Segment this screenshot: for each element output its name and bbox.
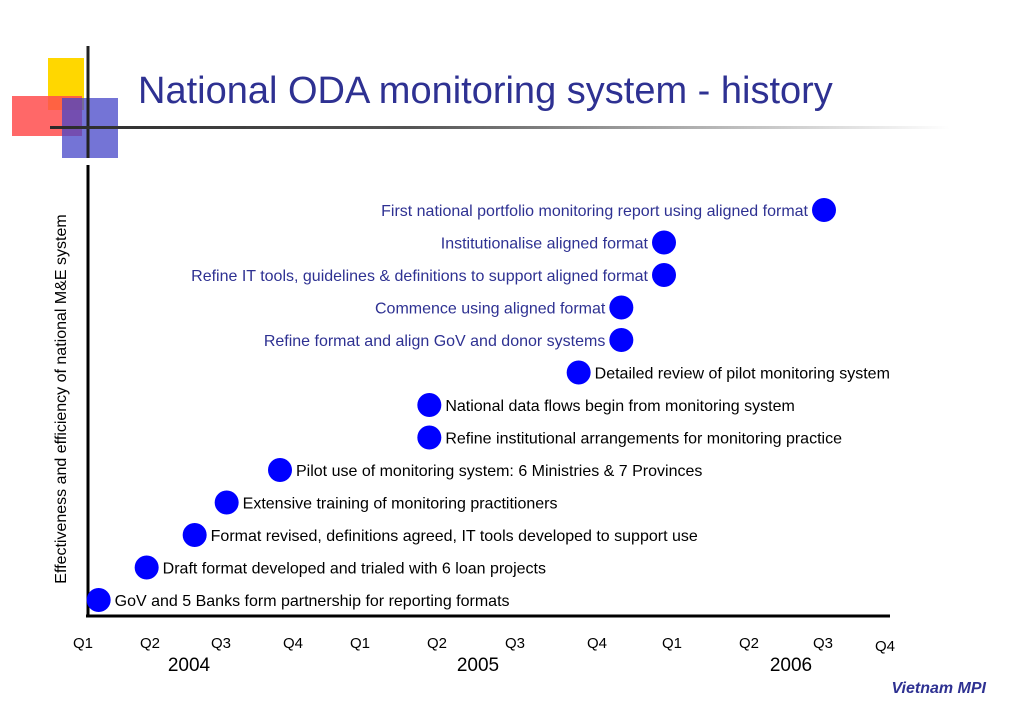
x-tick-label: Q4 <box>283 635 303 652</box>
milestone-marker <box>182 523 207 547</box>
milestone-label: Refine institutional arrangements for mo… <box>445 431 842 448</box>
milestone-marker <box>417 425 442 450</box>
milestone-label: Draft format developed and trialed with … <box>163 561 546 578</box>
milestone-label: Institutionalise aligned format <box>441 236 649 253</box>
milestone-label: Refine IT tools, guidelines & definition… <box>191 268 648 285</box>
milestone-marker <box>812 198 836 222</box>
slide-title: National ODA monitoring system - history <box>138 70 833 112</box>
milestone-label: National data flows begin from monitorin… <box>445 398 795 415</box>
x-tick-label: Q1 <box>662 635 682 652</box>
milestone-label: Extensive training of monitoring practit… <box>243 496 558 513</box>
milestone-marker <box>134 555 159 580</box>
x-tick-label: Q2 <box>140 635 160 652</box>
milestone-marker <box>652 230 676 255</box>
x-tick-label: Q3 <box>505 635 525 652</box>
milestone-marker <box>609 295 634 320</box>
x-tick-label: Q3 <box>211 635 231 652</box>
milestone-label: Commence using aligned format <box>375 301 606 318</box>
x-tick-label: Q1 <box>73 635 93 652</box>
x-tick-label: Q3 <box>813 635 833 652</box>
x-tick-label: Q2 <box>739 635 759 652</box>
milestone-label: Detailed review of pilot monitoring syst… <box>595 366 890 383</box>
y-axis-label: Effectiveness and efficiency of national… <box>53 214 70 584</box>
x-tick-label: Q2 <box>427 635 447 652</box>
milestone-label: Pilot use of monitoring system: 6 Minist… <box>296 463 702 480</box>
x-tick-label: Q4 <box>875 638 895 655</box>
milestone-label: Format revised, definitions agreed, IT t… <box>211 528 698 545</box>
year-label: 2004 <box>168 655 211 676</box>
milestone-marker <box>566 360 591 385</box>
year-label: 2006 <box>770 655 812 676</box>
milestone-marker <box>652 263 676 287</box>
milestone-marker <box>214 490 239 515</box>
footer-brand: Vietnam MPI <box>891 680 986 697</box>
milestone-label: Refine format and align GoV and donor sy… <box>264 333 606 350</box>
milestone-marker <box>86 588 111 612</box>
x-tick-label: Q1 <box>350 635 370 652</box>
milestone-marker <box>268 458 292 482</box>
x-tick-label: Q4 <box>587 635 607 652</box>
milestone-marker <box>609 328 634 352</box>
milestone-marker <box>417 393 442 417</box>
milestone-label: GoV and 5 Banks form partnership for rep… <box>115 593 510 610</box>
milestone-label: First national portfolio monitoring repo… <box>381 203 808 220</box>
title-divider <box>50 126 950 129</box>
year-label: 2005 <box>457 655 499 676</box>
